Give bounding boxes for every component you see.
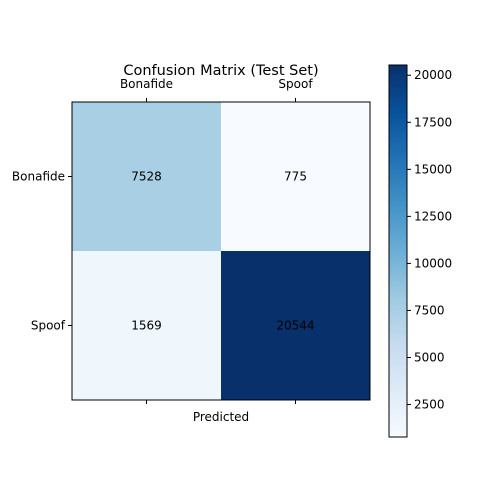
heatmap-cells: 7528 775 1569 20544	[72, 102, 370, 400]
colorbar-tick-label: 12500	[414, 209, 452, 223]
colorbar-tick-label: 2500	[414, 398, 445, 412]
colorbar-tick-label: 17500	[414, 115, 452, 129]
axes-frame	[71, 101, 371, 401]
cell-value-label: 20544	[276, 319, 314, 333]
heatmap-cell	[72, 102, 221, 251]
chart-title: Confusion Matrix (Test Set)	[123, 63, 318, 79]
x-axis-label: Predicted	[193, 410, 249, 424]
colorbar-tick-label: 5000	[414, 350, 445, 364]
axis-ticks: Bonafide Spoof Bonafide Spoof	[12, 77, 313, 404]
cell-value-label: 775	[284, 170, 307, 184]
colorbar-tick-label: 15000	[414, 162, 452, 176]
cell-value-label: 1569	[131, 319, 162, 333]
heatmap-cell	[221, 102, 370, 251]
x-tick-label: Bonafide	[120, 77, 173, 91]
colorbar-tick-label: 10000	[414, 256, 452, 270]
colorbar: 2500 5000 7500 10000 12500 15000 17500 20000	[388, 64, 452, 438]
cell-value-label: 7528	[131, 170, 162, 184]
y-tick-label: Bonafide	[12, 170, 65, 184]
colorbar-tick-label: 7500	[414, 303, 445, 317]
colorbar-gradient	[388, 64, 408, 438]
heatmap-cell	[72, 251, 221, 400]
heatmap-cell	[221, 251, 370, 400]
y-tick-label: Spoof	[31, 319, 66, 333]
x-tick-label: Spoof	[278, 77, 313, 91]
colorbar-tick-label: 20000	[414, 68, 452, 82]
